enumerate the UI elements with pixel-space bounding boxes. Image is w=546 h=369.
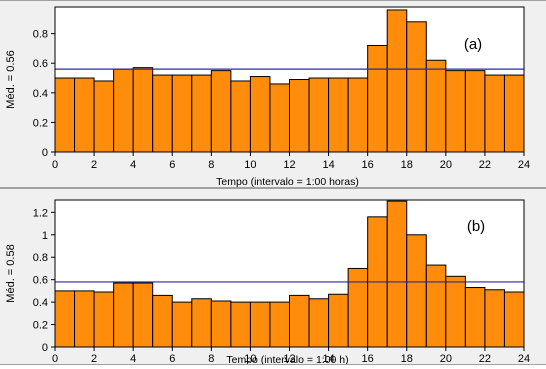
bar bbox=[249, 301, 271, 348]
bar bbox=[386, 9, 408, 153]
bar bbox=[210, 300, 232, 348]
bar bbox=[191, 74, 212, 153]
y-tick-label: 0.8 bbox=[33, 29, 48, 41]
bar bbox=[74, 290, 95, 348]
bar bbox=[484, 289, 505, 348]
x-tick-label: 2 bbox=[91, 159, 97, 171]
bar bbox=[54, 77, 76, 153]
bar bbox=[210, 70, 232, 153]
x-tick-label: 24 bbox=[518, 159, 530, 171]
bar bbox=[406, 21, 427, 153]
y-tick-label: 0.2 bbox=[33, 117, 48, 129]
x-tick-label: 14 bbox=[322, 353, 334, 364]
x-tick-label: 2 bbox=[91, 353, 97, 364]
x-axis-label-a: Tempo (intervalo = 1:00 horas) bbox=[216, 176, 359, 187]
y-tick-label: 1 bbox=[42, 230, 48, 242]
bar bbox=[171, 74, 193, 153]
panel-label-b: (b) bbox=[467, 218, 485, 235]
y-tick-label: 1.2 bbox=[33, 207, 48, 219]
y-axis-label-b: Méd. = 0.58 bbox=[5, 244, 17, 302]
bar bbox=[191, 298, 212, 348]
bar bbox=[464, 70, 486, 153]
x-tick-label: 0 bbox=[52, 159, 58, 171]
bar bbox=[93, 291, 115, 348]
bar bbox=[289, 294, 310, 348]
x-tick-label: 22 bbox=[479, 353, 491, 364]
bar bbox=[132, 282, 154, 348]
bar bbox=[249, 76, 271, 153]
bar bbox=[425, 59, 447, 153]
bar bbox=[367, 44, 388, 153]
x-tick-label: 0 bbox=[52, 353, 58, 364]
bar bbox=[406, 234, 427, 348]
x-tick-label: 12 bbox=[283, 353, 295, 364]
bar bbox=[445, 70, 466, 153]
x-tick-label: 10 bbox=[244, 353, 256, 364]
y-tick-label: 0.8 bbox=[33, 252, 48, 264]
bar bbox=[347, 77, 369, 153]
chart-panel-a: 0 2 4 6 8 10 12 14 16 18 20 22 24 0 0.2 0.4 0.6 0.8 (a) Méd… bbox=[0, 0, 546, 188]
bar bbox=[289, 79, 310, 153]
y-tick-label: 0 bbox=[42, 147, 48, 159]
x-tick-label: 14 bbox=[322, 159, 334, 171]
bar bbox=[113, 282, 134, 348]
bar bbox=[269, 301, 291, 348]
bar bbox=[74, 77, 95, 153]
x-tick-label: 8 bbox=[208, 353, 214, 364]
bar bbox=[503, 291, 525, 348]
bar bbox=[152, 294, 173, 348]
bar bbox=[113, 68, 134, 153]
x-tick-label: 4 bbox=[130, 159, 136, 171]
bar bbox=[425, 264, 447, 348]
x-tick-label: 18 bbox=[401, 159, 413, 171]
y-tick-label: 0 bbox=[42, 342, 48, 354]
x-tick-label: 20 bbox=[440, 353, 452, 364]
bar bbox=[328, 77, 349, 153]
bar bbox=[386, 200, 408, 348]
bar bbox=[503, 74, 525, 153]
x-tick-label: 16 bbox=[362, 159, 374, 171]
x-tick-label: 18 bbox=[401, 353, 413, 364]
x-tick-label: 10 bbox=[244, 159, 256, 171]
x-tick-label: 20 bbox=[440, 159, 452, 171]
panel-label-a: (a) bbox=[464, 36, 482, 53]
bar bbox=[464, 287, 486, 348]
x-tick-label: 8 bbox=[208, 159, 214, 171]
bar bbox=[308, 298, 330, 348]
bar bbox=[269, 83, 291, 153]
x-tick-label: 16 bbox=[362, 353, 374, 364]
bar bbox=[132, 67, 154, 153]
y-tick-label: 0.4 bbox=[33, 88, 48, 100]
y-tick-label: 0.6 bbox=[33, 58, 48, 70]
x-tick-label: 24 bbox=[518, 353, 530, 364]
bar bbox=[445, 275, 466, 348]
y-axis-label-a: Méd. = 0.56 bbox=[5, 50, 17, 108]
x-tick-label: 12 bbox=[283, 159, 295, 171]
chart-a-svg: 0 2 4 6 8 10 12 14 16 18 20 22 2400.20.40.60.8(a)Méd… bbox=[5, 6, 530, 188]
bar bbox=[54, 290, 76, 348]
bar bbox=[93, 80, 115, 153]
x-tick-label: 4 bbox=[130, 353, 136, 364]
bar bbox=[484, 74, 505, 153]
chart-panel-b: 0 2 4 6 8 10 12 14 16 18 20 22 24 0 0.2 0.4 0.6 0.8 1 1.2 (b… bbox=[0, 188, 546, 366]
x-tick-label: 6 bbox=[169, 159, 175, 171]
y-tick-label: 0.6 bbox=[33, 275, 48, 287]
bar bbox=[347, 267, 369, 348]
x-tick-label: 22 bbox=[479, 159, 491, 171]
bar bbox=[230, 301, 251, 348]
y-tick-label: 0.2 bbox=[33, 320, 48, 332]
bar bbox=[171, 301, 193, 348]
bar bbox=[328, 293, 349, 348]
bar bbox=[308, 77, 330, 153]
y-tick-label: 0.4 bbox=[33, 297, 48, 309]
bar bbox=[152, 74, 173, 153]
chart-b-svg: 0 2 4 6 8 10 12 14 16 18 20 22 2400.20.40.60.811.2(b… bbox=[5, 199, 530, 366]
bar bbox=[230, 80, 251, 153]
x-tick-label: 6 bbox=[169, 353, 175, 364]
